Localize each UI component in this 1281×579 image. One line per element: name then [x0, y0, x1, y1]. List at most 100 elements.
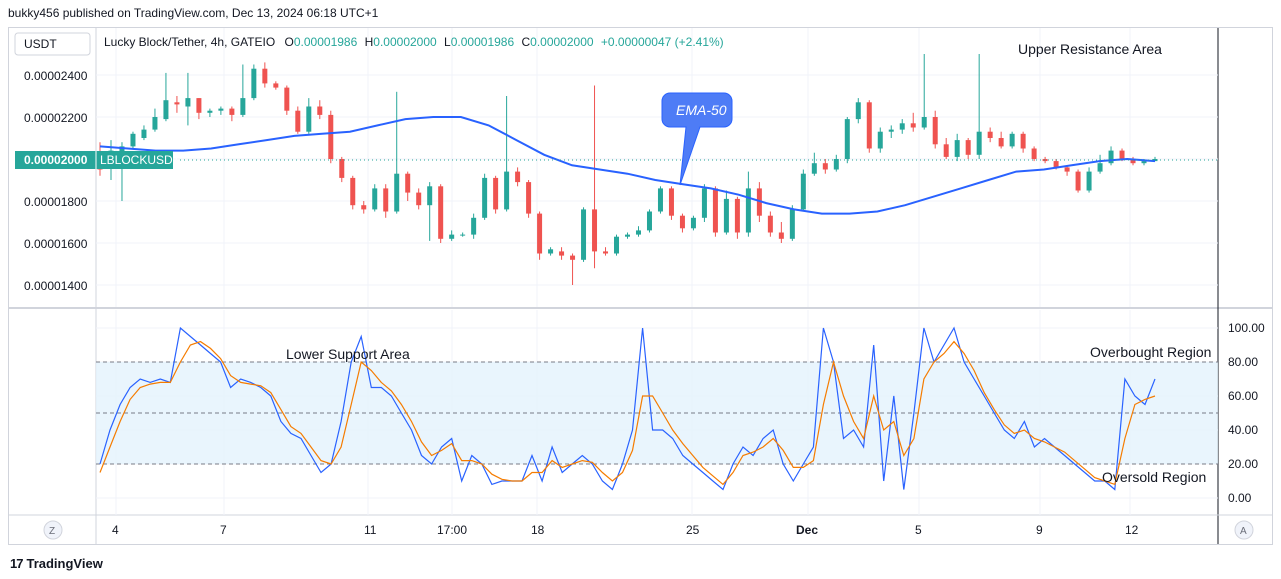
- candle-body: [844, 119, 850, 159]
- stoch-lines-group: [99, 326, 1156, 491]
- candle-body: [701, 188, 707, 218]
- candle-body: [339, 159, 345, 178]
- chart-frame: [8, 27, 1273, 545]
- y-tick-label: 0.00002200: [24, 111, 88, 125]
- candle-body: [570, 255, 576, 260]
- candle-body: [943, 144, 949, 157]
- candle-body: [174, 102, 180, 105]
- candle-body: [1042, 159, 1048, 162]
- candle-body: [141, 129, 147, 138]
- candle-body: [1097, 163, 1103, 172]
- lower-support-label: Lower Support Area: [286, 346, 410, 362]
- candle-body: [229, 108, 235, 115]
- candle-body: [295, 110, 301, 132]
- candle-body: [1086, 171, 1092, 191]
- candle-body: [668, 188, 674, 216]
- candle-body: [899, 123, 905, 130]
- overbought-label: Overbought Region: [1090, 344, 1211, 360]
- candle-body: [888, 129, 894, 132]
- legend-c-label: C: [521, 35, 530, 49]
- ema-50-line: [99, 116, 1156, 215]
- legend-symbol: Lucky Block/Tether, 4h, GATEIO: [104, 35, 275, 49]
- candle-body: [130, 133, 136, 147]
- candle-body: [185, 98, 191, 107]
- legend-l-label: L: [444, 35, 451, 49]
- y-tick-label: 0.00002400: [24, 69, 88, 83]
- candle-body: [866, 102, 872, 149]
- y-tick-label: 0.00001600: [24, 237, 88, 251]
- candle-body: [218, 108, 224, 111]
- candle-body: [1119, 150, 1125, 159]
- candle-body: [723, 198, 729, 233]
- candle-body: [515, 171, 521, 183]
- candle-body: [273, 83, 279, 88]
- candle-body: [921, 117, 927, 128]
- candle-body: [207, 110, 213, 113]
- osc-y-tick-label: 80.00: [1228, 355, 1258, 369]
- legend-o-value: 0.00001986: [294, 35, 358, 49]
- candle-body: [152, 117, 158, 130]
- currency-button[interactable]: [14, 32, 91, 56]
- legend-change: +0.00000047 (+2.41%): [601, 35, 724, 49]
- candle-body: [262, 68, 268, 84]
- x-tick-label: 11: [364, 523, 377, 537]
- candle-body: [822, 163, 828, 170]
- candle-body: [1031, 148, 1037, 159]
- legend-o-label: O: [285, 35, 294, 49]
- candle-body: [416, 192, 422, 206]
- candle-body: [998, 138, 1004, 147]
- ema-callout[interactable]: [661, 92, 733, 186]
- candle-body: [1009, 133, 1015, 147]
- oversold-label: Oversold Region: [1102, 469, 1206, 485]
- candle-body: [504, 171, 510, 210]
- osc-y-tick-label: 40.00: [1228, 423, 1258, 437]
- zoom-button[interactable]: [43, 520, 63, 540]
- candle-body: [306, 106, 312, 132]
- candle-body: [690, 217, 696, 229]
- candle-body: [119, 146, 125, 155]
- price-tag[interactable]: [15, 151, 173, 169]
- candles-group: [97, 54, 1158, 285]
- legend-l-value: 0.00001986: [451, 35, 515, 49]
- candle-body: [976, 131, 982, 155]
- candle-body: [1130, 159, 1136, 164]
- legend-c-value: 0.00002000: [530, 35, 594, 49]
- candle-body: [361, 205, 367, 210]
- legend-h-value: 0.00002000: [373, 35, 437, 49]
- candle-body: [679, 215, 685, 229]
- auto-scale-button-label: A: [1240, 526, 1247, 537]
- candle-body: [932, 117, 938, 145]
- candle-body: [1108, 150, 1114, 164]
- x-tick-label: 25: [686, 523, 700, 537]
- candle-body: [625, 234, 630, 237]
- tradingview-brand[interactable]: 17 TradingView: [10, 556, 103, 571]
- ema-callout-label: EMA-50: [676, 102, 727, 118]
- candle-body: [767, 215, 773, 233]
- candle-body: [251, 68, 257, 99]
- auto-scale-button[interactable]: [1234, 520, 1254, 540]
- candle-body: [163, 100, 169, 120]
- candle-body: [196, 98, 202, 113]
- candle-body: [383, 188, 389, 212]
- candle-body: [800, 173, 806, 210]
- candle-body: [493, 177, 499, 210]
- candle-body: [372, 188, 378, 210]
- ema-line-group: [99, 116, 1156, 215]
- candle-body: [614, 236, 620, 254]
- y-tick-label: 0.00001800: [24, 195, 88, 209]
- price-tag-symbol: LBLOCKUSDT: [100, 153, 181, 167]
- candle-body: [240, 98, 246, 115]
- osc-y-tick-label: 0.00: [1228, 491, 1252, 505]
- candle-body: [965, 140, 971, 155]
- x-tick-label: 9: [1036, 523, 1043, 537]
- candle-body: [756, 188, 762, 216]
- x-tick-label: 12: [1125, 523, 1139, 537]
- candle-body: [482, 177, 488, 218]
- candle-body: [745, 188, 751, 233]
- candle-body: [581, 209, 587, 260]
- candle-body: [526, 182, 532, 214]
- candle-body: [1064, 167, 1070, 172]
- stoch-band: [96, 361, 1218, 465]
- candle-body: [811, 163, 817, 174]
